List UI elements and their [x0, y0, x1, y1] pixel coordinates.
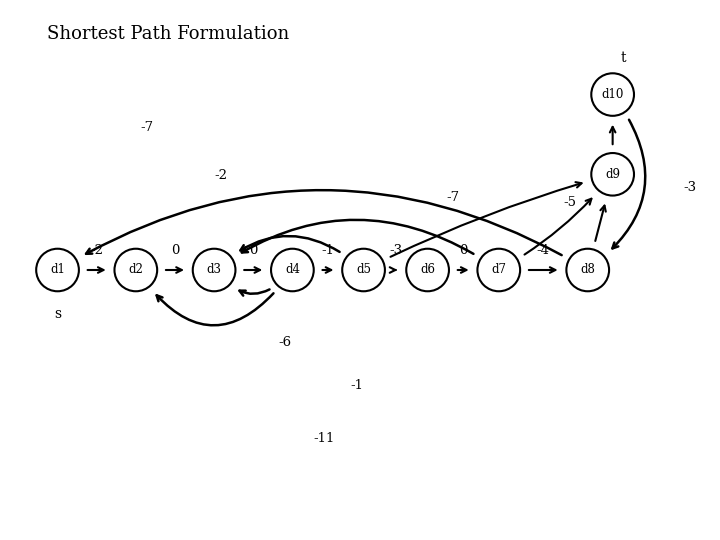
Text: 0: 0 [249, 244, 258, 256]
Text: d8: d8 [580, 264, 595, 276]
Text: d10: d10 [601, 88, 624, 101]
Ellipse shape [193, 249, 235, 291]
Text: -5: -5 [564, 196, 577, 209]
Text: d2: d2 [128, 264, 143, 276]
Text: -2: -2 [90, 244, 103, 256]
Text: 0: 0 [459, 244, 467, 256]
Text: -2: -2 [215, 169, 228, 183]
Ellipse shape [114, 249, 157, 291]
Text: -1: -1 [321, 244, 335, 256]
Ellipse shape [406, 249, 449, 291]
Text: d5: d5 [356, 264, 371, 276]
Text: -1: -1 [350, 379, 363, 392]
Ellipse shape [342, 249, 385, 291]
Ellipse shape [591, 153, 634, 195]
Text: -3: -3 [389, 244, 402, 256]
Ellipse shape [591, 73, 634, 116]
Text: -7: -7 [140, 122, 153, 134]
Text: d4: d4 [285, 264, 300, 276]
Text: 0: 0 [171, 244, 179, 256]
Text: s: s [54, 307, 61, 321]
Text: -3: -3 [684, 181, 697, 194]
Text: d9: d9 [605, 168, 620, 181]
Text: -7: -7 [446, 191, 459, 204]
Ellipse shape [567, 249, 609, 291]
Text: Shortest Path Formulation: Shortest Path Formulation [47, 25, 289, 43]
Ellipse shape [477, 249, 520, 291]
Text: d6: d6 [420, 264, 435, 276]
Text: d1: d1 [50, 264, 65, 276]
Ellipse shape [271, 249, 314, 291]
Text: d7: d7 [491, 264, 506, 276]
Text: d3: d3 [207, 264, 222, 276]
Ellipse shape [36, 249, 79, 291]
Text: t: t [621, 51, 626, 65]
Text: -4: -4 [536, 244, 550, 256]
Text: -11: -11 [314, 432, 335, 445]
Text: -6: -6 [279, 336, 292, 349]
